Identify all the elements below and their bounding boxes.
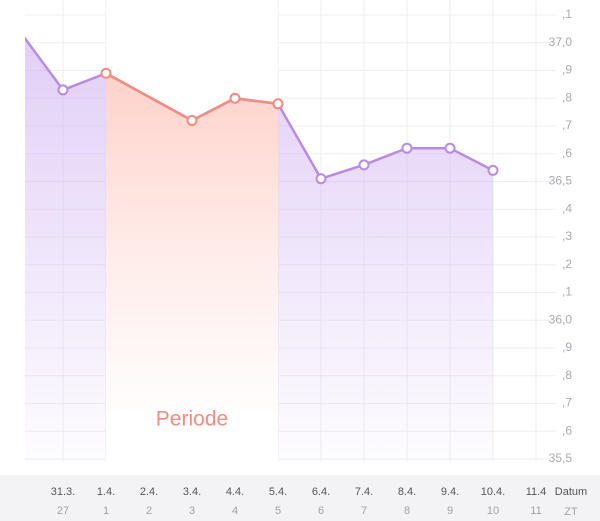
period-line bbox=[105, 72, 279, 122]
y-tick-label: ,6 bbox=[562, 146, 572, 160]
x-tick-label: 10.4. bbox=[481, 486, 505, 498]
x-tick-label: 6.4. bbox=[312, 486, 330, 498]
period-fill bbox=[106, 73, 278, 411]
x-tick-label: 3.4. bbox=[183, 486, 201, 498]
cycle-day: 6 bbox=[318, 505, 324, 517]
cycle-day: 10 bbox=[487, 505, 499, 517]
x-tick-label: 5.4. bbox=[269, 486, 287, 498]
cycle-day: 4 bbox=[232, 505, 238, 517]
cycle-day: 11 bbox=[530, 505, 541, 517]
x-tick-label: 1.4. bbox=[97, 486, 115, 498]
point bbox=[487, 164, 499, 176]
point bbox=[272, 98, 284, 110]
y-tick-label: ,3 bbox=[562, 229, 572, 243]
point bbox=[229, 92, 241, 104]
point bbox=[315, 173, 327, 185]
y-tick-label: ,7 bbox=[562, 118, 572, 132]
point bbox=[401, 142, 413, 154]
y-tick-label: ,6 bbox=[562, 423, 572, 437]
y-tick-label: ,4 bbox=[562, 201, 572, 215]
point bbox=[444, 142, 456, 154]
cycle-day: 7 bbox=[361, 505, 367, 517]
date-bar bbox=[0, 475, 600, 521]
point bbox=[57, 84, 69, 96]
y-tick-label: ,1 bbox=[562, 7, 572, 21]
y-tick-label: 37,0 bbox=[549, 35, 573, 49]
y-tick-label: ,8 bbox=[562, 368, 572, 382]
y-tick-label: ,9 bbox=[562, 63, 572, 77]
cycle-day: 2 bbox=[146, 505, 152, 517]
y-tick-label: ,2 bbox=[562, 257, 572, 271]
x-tick-label: 31.3. bbox=[51, 486, 75, 498]
cycle-day: 9 bbox=[447, 505, 453, 517]
y-tick-label: 36,5 bbox=[549, 174, 573, 188]
period-label: Periode bbox=[156, 408, 228, 431]
y-tick-label: 36,0 bbox=[549, 312, 573, 326]
y-tick-label: ,8 bbox=[562, 90, 572, 104]
x-tick-label: 4.4. bbox=[226, 486, 244, 498]
x-tick-label: 9.4. bbox=[441, 486, 459, 498]
cycle-day: 3 bbox=[189, 505, 195, 517]
point bbox=[358, 159, 370, 171]
cycle-day: 8 bbox=[404, 505, 410, 517]
x-tick-label: 11.4 bbox=[526, 486, 547, 498]
cycle-day: 27 bbox=[57, 505, 69, 517]
y-tick-label: ,9 bbox=[562, 340, 572, 354]
cycle-day: 5 bbox=[275, 505, 281, 517]
x-tick-label: 8.4. bbox=[398, 486, 416, 498]
y-tick-label: 35,5 bbox=[549, 451, 573, 465]
cycle-label: ZT bbox=[564, 506, 578, 518]
point bbox=[100, 67, 112, 79]
y-tick-label: ,7 bbox=[562, 396, 572, 410]
plot: Periode bbox=[25, 0, 556, 462]
x-axis-label: Datum bbox=[555, 486, 587, 498]
y-tick-label: ,1 bbox=[562, 285, 572, 299]
point bbox=[186, 114, 198, 126]
x-tick-label: 7.4. bbox=[355, 486, 373, 498]
x-tick-label: 2.4. bbox=[140, 486, 158, 498]
cycle-day: 1 bbox=[103, 505, 109, 517]
